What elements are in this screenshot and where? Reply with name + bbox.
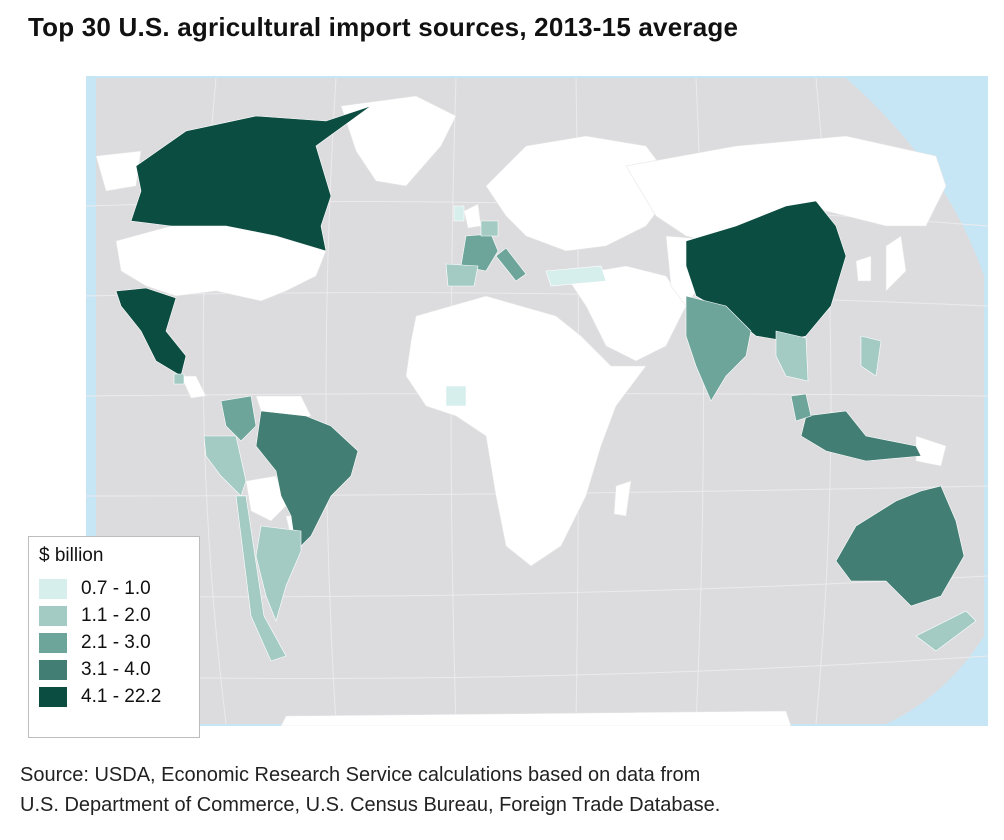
thailand-vietnam — [775, 330, 809, 382]
legend-label: 3.1 - 4.0 — [81, 658, 151, 680]
map-title: Top 30 U.S. agricultural import sources,… — [28, 12, 739, 42]
legend-label: 4.1 - 22.2 — [81, 685, 162, 707]
source-note: Source: USDA, Economic Research Service … — [20, 760, 980, 820]
greenland — [340, 95, 457, 187]
class-2-1-to-3-0 — [220, 233, 812, 442]
india — [685, 295, 752, 402]
source-line-1: Source: USDA, Economic Research Service … — [20, 764, 701, 786]
legend-item: 4.1 - 22.2 — [39, 683, 189, 710]
class-4-1-to-22-2 — [115, 105, 847, 377]
world-map — [86, 76, 988, 726]
source-line-2: U.S. Department of Commerce, U.S. Census… — [20, 794, 721, 816]
korea — [855, 255, 872, 282]
legend-swatch — [39, 686, 67, 707]
legend-label: 1.1 - 2.0 — [81, 604, 151, 626]
italy — [495, 247, 527, 282]
map-legend: $ billion 0.7 - 1.0 1.1 - 2.0 2.1 - 3.0 … — [28, 536, 200, 738]
japan — [885, 235, 907, 292]
australia — [835, 485, 965, 607]
legend-item: 2.1 - 3.0 — [39, 629, 189, 656]
bolivia — [245, 475, 287, 522]
legend-label: 0.7 - 1.0 — [81, 577, 151, 599]
turkey — [545, 265, 607, 287]
antarctica — [280, 710, 792, 726]
europe-north — [485, 135, 677, 252]
philippines — [860, 335, 882, 377]
world-map-svg — [86, 76, 988, 726]
indonesia — [800, 410, 922, 462]
spain — [445, 263, 479, 287]
class-1-1-to-2-0 — [173, 220, 977, 662]
legend-swatch — [39, 659, 67, 680]
central-america — [180, 375, 207, 399]
africa — [405, 295, 647, 567]
malaysia — [790, 393, 812, 422]
other-countries — [95, 95, 947, 726]
legend-item: 1.1 - 2.0 — [39, 602, 189, 629]
mexico — [115, 287, 187, 377]
new-zealand — [915, 610, 977, 652]
canada — [130, 105, 372, 252]
legend-title: $ billion — [39, 545, 104, 566]
middle-east — [565, 265, 687, 362]
legend-item: 0.7 - 1.0 — [39, 575, 189, 602]
colombia — [220, 395, 257, 442]
russia-asia — [625, 135, 947, 247]
brazil — [255, 410, 359, 552]
legend-swatch — [39, 605, 67, 626]
ireland — [453, 205, 465, 222]
class-0-7-to-1-0 — [445, 205, 607, 407]
class-3-1-to-4-0 — [255, 410, 965, 607]
netherlands-belgium — [480, 220, 499, 237]
madagascar — [613, 480, 632, 517]
legend-label: 2.1 - 3.0 — [81, 631, 151, 653]
legend-item: 3.1 - 4.0 — [39, 656, 189, 683]
alaska — [95, 150, 142, 192]
cote-divoire — [445, 385, 467, 407]
guatemala — [173, 373, 185, 385]
chile — [235, 495, 287, 662]
legend-swatch — [39, 578, 67, 599]
legend-swatch — [39, 632, 67, 653]
argentina — [255, 525, 302, 622]
